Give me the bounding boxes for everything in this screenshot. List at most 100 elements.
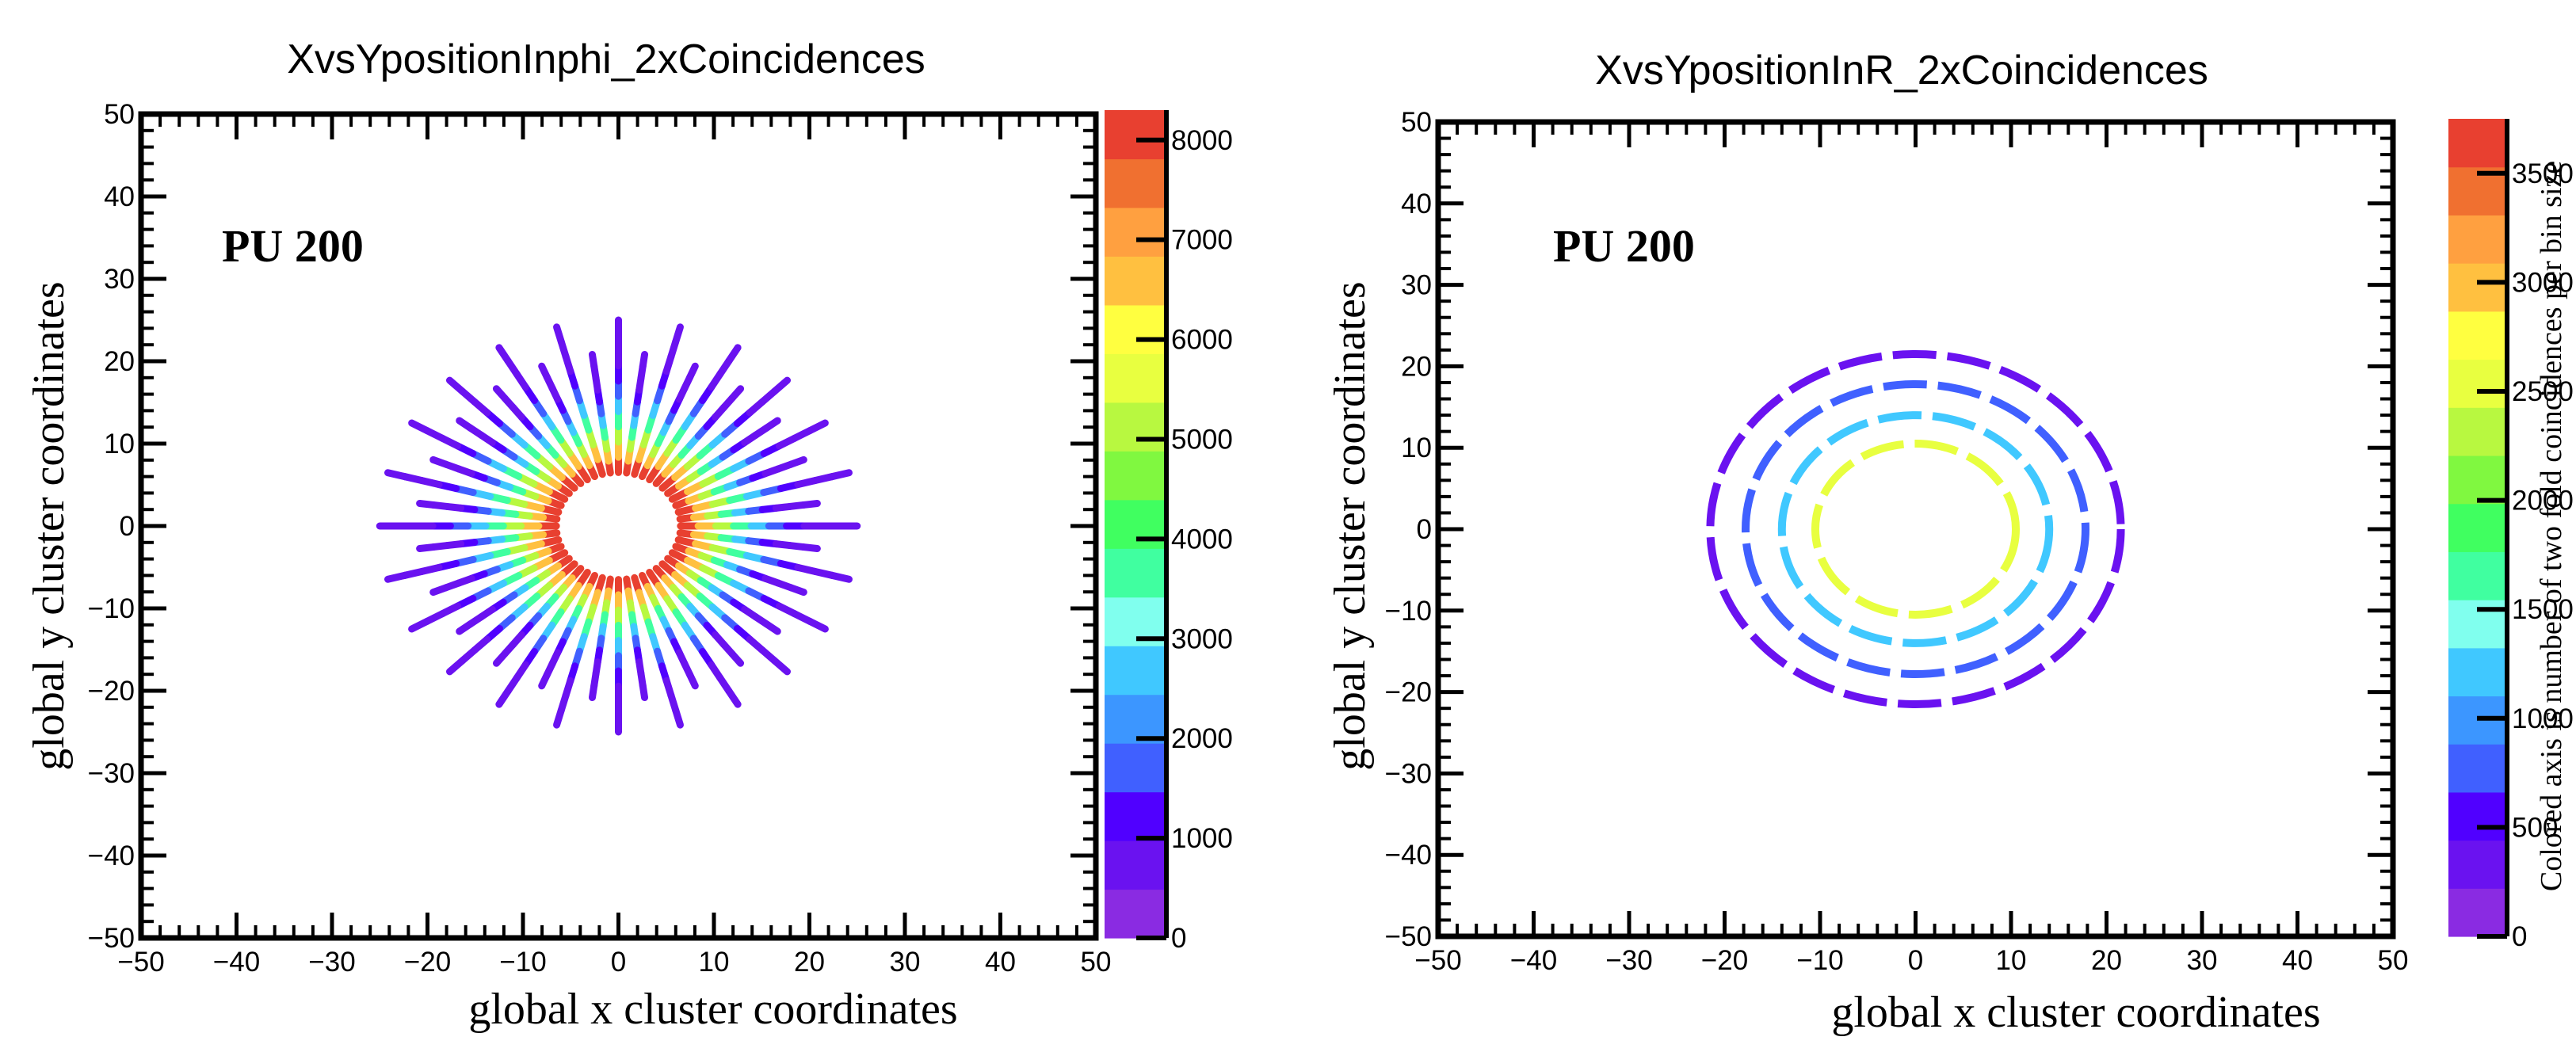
colorbar-segment bbox=[2448, 215, 2507, 264]
left-colorbar-tick-label: 8000 bbox=[1171, 125, 1233, 156]
left-x-tick-label: −20 bbox=[404, 947, 451, 978]
right-x-tick-label: −40 bbox=[1510, 945, 1557, 976]
right-annotation: PU 200 bbox=[1553, 220, 1695, 272]
right-y-tick-labels: −50 −40 −30 −20 −10 0 10 20 30 40 50 bbox=[1385, 107, 1432, 952]
left-colorbar-tick-label: 6000 bbox=[1171, 325, 1233, 356]
left-x-tick-label: −30 bbox=[308, 947, 355, 978]
right-x-tick-label: 10 bbox=[1996, 945, 2027, 976]
right-colorbar-axis-label: Colored axis is number of two fold coinc… bbox=[2535, 161, 2568, 891]
left-y-axis-label: global y cluster coordinates bbox=[25, 281, 74, 770]
spoke-segment bbox=[800, 543, 821, 553]
left-y-tick-label: −30 bbox=[88, 758, 135, 789]
right-colorbar-tick-label: 1000 bbox=[2512, 703, 2574, 734]
right-colorbar-tick-labels: 0 500 1000 1500 2000 2500 3000 3500 bbox=[2512, 158, 2574, 952]
right-x-tick-label: −10 bbox=[1796, 945, 1843, 976]
left-x-axis-label: global x cluster coordinates bbox=[468, 985, 957, 1034]
colorbar-segment bbox=[1105, 840, 1166, 890]
right-y-tick-label: −30 bbox=[1385, 758, 1432, 789]
left-y-tick-label: −40 bbox=[88, 840, 135, 871]
left-colorbar-tick-label: 3000 bbox=[1171, 623, 1233, 654]
right-x-tick-label: −20 bbox=[1701, 945, 1748, 976]
right-x-tick-label: 0 bbox=[1908, 945, 1923, 976]
colorbar-segment bbox=[1105, 889, 1166, 939]
colorbar-segment bbox=[1105, 353, 1166, 403]
right-y-tick-label: 40 bbox=[1401, 189, 1432, 219]
colorbar-segment bbox=[1105, 110, 1166, 160]
spoke-segment bbox=[495, 344, 512, 364]
spoke-segment bbox=[672, 707, 684, 729]
colorbar-segment bbox=[1105, 499, 1166, 549]
spoke-segment bbox=[492, 385, 509, 402]
spoke-segment bbox=[553, 323, 565, 345]
ring bbox=[1742, 380, 2089, 678]
colorbar-segment bbox=[1105, 694, 1166, 744]
colorbar-segment bbox=[2448, 455, 2507, 505]
spoke-segment bbox=[456, 417, 475, 432]
right-colorbar-tick-label: 500 bbox=[2512, 812, 2558, 843]
left-y-tick-label: 20 bbox=[104, 346, 135, 377]
right-colorbar-tick-label: 3000 bbox=[2512, 267, 2574, 298]
right-y-tick-label: −40 bbox=[1385, 840, 1432, 871]
colorbar-segment bbox=[1105, 646, 1166, 696]
spoke-segment bbox=[538, 362, 551, 381]
left-title: XvsYpositionInphi_2xCoincidences bbox=[287, 36, 925, 82]
right-colorbar-tick-label: 1500 bbox=[2512, 594, 2574, 625]
left-annotation: PU 200 bbox=[222, 220, 364, 272]
panel-right: XvsYpositionInR_2xCoincidences −50 −40 −… bbox=[1326, 48, 2574, 1037]
right-x-tick-label: 30 bbox=[2187, 945, 2218, 976]
spoke-segment bbox=[762, 620, 781, 635]
right-x-tick-label: 40 bbox=[2282, 945, 2313, 976]
spoke-segment bbox=[416, 543, 437, 553]
left-x-tick-label: 40 bbox=[985, 947, 1016, 978]
right-colorbar bbox=[2448, 119, 2509, 939]
colorbar-segment bbox=[1105, 402, 1166, 452]
spoke-segment bbox=[806, 617, 829, 633]
right-y-tick-label: 10 bbox=[1401, 433, 1432, 463]
left-y-tick-label: 10 bbox=[104, 429, 135, 459]
left-y-tick-label: 30 bbox=[104, 264, 135, 295]
colorbar-segment bbox=[2448, 791, 2507, 841]
right-y-tick-label: 50 bbox=[1401, 107, 1432, 138]
colorbar-segment bbox=[2448, 407, 2507, 456]
colorbar-segment bbox=[1105, 304, 1166, 354]
spoke-segment bbox=[492, 650, 509, 667]
colorbar-segment bbox=[1105, 207, 1166, 257]
spoke-segment bbox=[429, 584, 450, 597]
right-y-tick-label: −10 bbox=[1385, 596, 1432, 627]
ring bbox=[1811, 440, 2021, 619]
spoke-segment bbox=[686, 362, 699, 381]
colorbar-segment bbox=[2448, 263, 2507, 312]
spoke-segment bbox=[672, 323, 684, 345]
spoke-segment bbox=[553, 707, 565, 729]
right-x-tick-label: 50 bbox=[2378, 945, 2409, 976]
left-x-tick-label: 10 bbox=[699, 947, 730, 978]
spoke-segment bbox=[538, 671, 551, 690]
left-colorbar-tick-label: 2000 bbox=[1171, 723, 1233, 754]
spoke-segment bbox=[408, 419, 431, 435]
left-x-tick-label: −50 bbox=[117, 947, 164, 978]
right-colorbar-tick-label: 2500 bbox=[2512, 376, 2574, 407]
left-colorbar-tick-label: 0 bbox=[1171, 923, 1186, 954]
left-colorbar-tick-labels: 0 1000 2000 3000 4000 5000 6000 7000 800… bbox=[1171, 125, 1233, 954]
right-axis-ticks bbox=[1436, 120, 2395, 939]
colorbar-segment bbox=[1105, 548, 1166, 598]
right-x-tick-label: 20 bbox=[2091, 945, 2122, 976]
spoke-segment bbox=[725, 688, 742, 708]
right-plot-frame bbox=[1435, 119, 2396, 940]
left-plot-frame bbox=[138, 111, 1099, 941]
spoke-segment bbox=[384, 469, 409, 481]
right-title: XvsYpositionInR_2xCoincidences bbox=[1595, 48, 2208, 93]
left-y-tick-label: −20 bbox=[88, 676, 135, 707]
spoke-segment bbox=[806, 419, 829, 435]
ring bbox=[1777, 411, 2054, 647]
spoke-segment bbox=[762, 417, 781, 432]
spoke-segment bbox=[771, 657, 792, 676]
spoke-segment bbox=[728, 650, 745, 667]
left-x-tick-label: 20 bbox=[794, 947, 825, 978]
colorbar-segment bbox=[2448, 744, 2507, 793]
colorbar-segment bbox=[2448, 647, 2507, 697]
left-y-tick-label: −10 bbox=[88, 593, 135, 624]
right-x-tick-label: −50 bbox=[1414, 945, 1461, 976]
spoke-segment bbox=[728, 385, 745, 402]
spoke-segment bbox=[588, 350, 598, 370]
